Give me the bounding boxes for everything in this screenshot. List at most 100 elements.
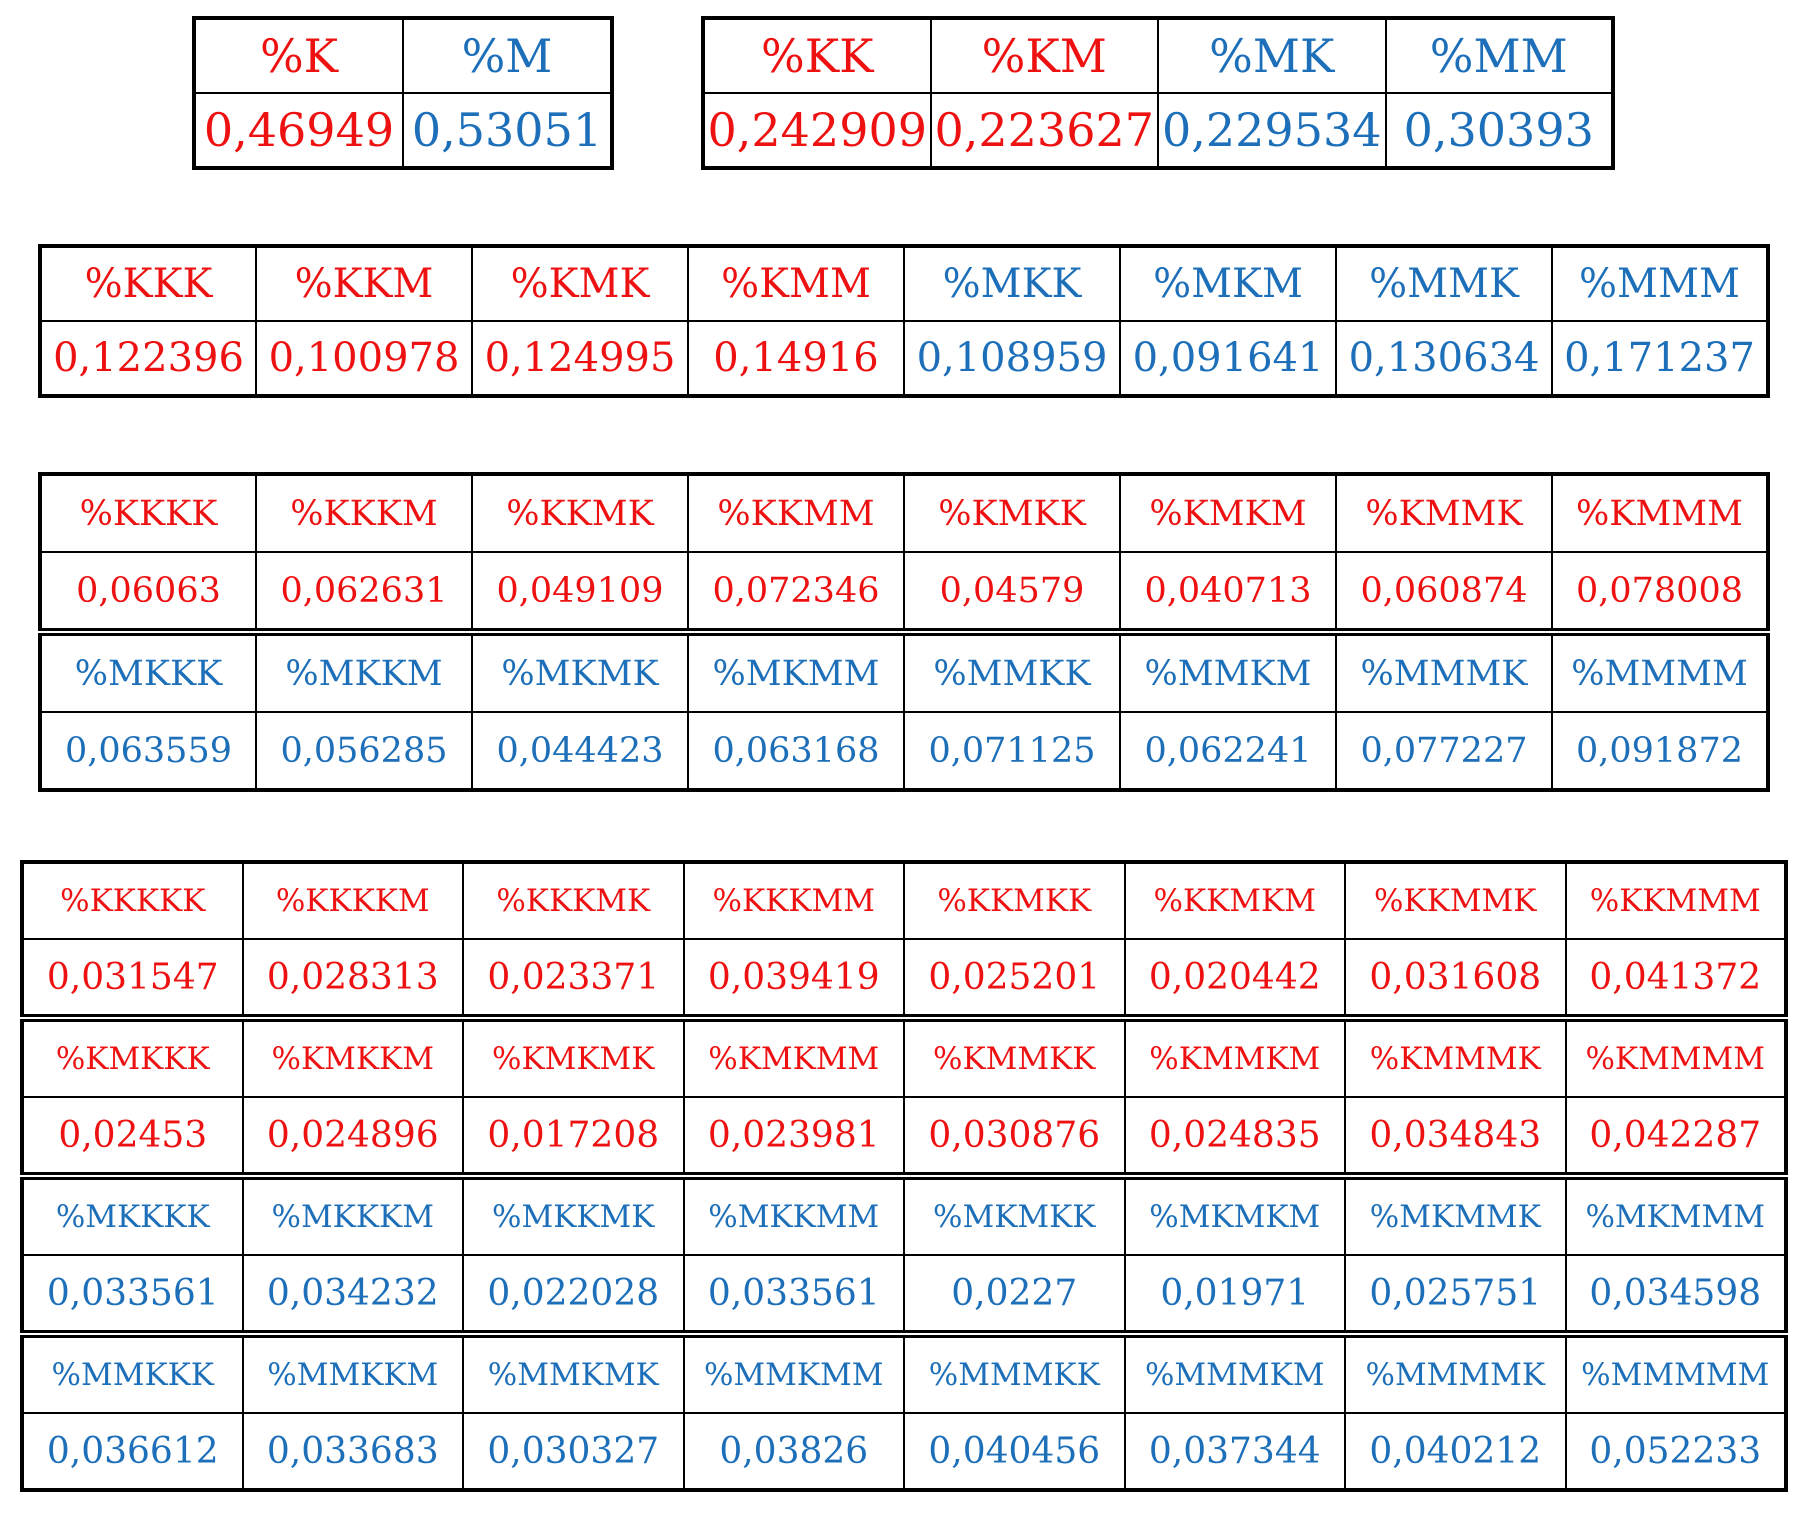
header-row: %MKKK %MKKM %MKMK %MKMM %MMKK %MMKM %MMMK %MMMM bbox=[40, 632, 1768, 712]
sequence-label-cell: %MKKMM bbox=[684, 1176, 905, 1255]
sequence-label-cell: %MMK bbox=[1336, 246, 1552, 321]
sequence-label-cell: %MMKMM bbox=[684, 1334, 905, 1413]
probability-value-cell: 0,017208 bbox=[463, 1097, 684, 1176]
probability-value-cell: 0,091872 bbox=[1552, 712, 1768, 790]
probability-value-cell: 0,028313 bbox=[243, 939, 464, 1018]
probability-value-cell: 0,091641 bbox=[1120, 321, 1336, 396]
sequence-label-cell: %MMM bbox=[1552, 246, 1768, 321]
sequence-label-cell: %KMK bbox=[472, 246, 688, 321]
sequence-label-cell: %KMMK bbox=[1336, 474, 1552, 552]
sequence-label-cell: %KMKKM bbox=[243, 1018, 464, 1097]
sequence-label-cell: %KKKKK bbox=[22, 862, 243, 939]
sequence-label-cell: %KKM bbox=[256, 246, 472, 321]
sequence-label-cell: %KKKMM bbox=[684, 862, 905, 939]
sequence-label-cell: %MKM bbox=[1120, 246, 1336, 321]
value-row: 0,46949 0,53051 bbox=[194, 93, 612, 168]
probability-value-cell: 0,14916 bbox=[688, 321, 904, 396]
probability-value-cell: 0,022028 bbox=[463, 1255, 684, 1334]
probability-value-cell: 0,171237 bbox=[1552, 321, 1768, 396]
header-row: %KKK %KKM %KMK %KMM %MKK %MKM %MMK %MMM bbox=[40, 246, 1768, 321]
probability-value-cell: 0,049109 bbox=[472, 552, 688, 632]
sequence-label-cell: %MKKKM bbox=[243, 1176, 464, 1255]
probability-value-cell: 0,039419 bbox=[684, 939, 905, 1018]
sequence-label-cell: %KM bbox=[931, 18, 1159, 93]
probability-value-cell: 0,025751 bbox=[1345, 1255, 1566, 1334]
table-5-letter: %KKKKK %KKKKM %KKKMK %KKKMM %KKMKK %KKMKM %KKM… bbox=[20, 860, 1788, 1492]
probability-value-cell: 0,01971 bbox=[1125, 1255, 1346, 1334]
sequence-label-cell: %MM bbox=[1386, 18, 1614, 93]
probability-value-cell: 0,02453 bbox=[22, 1097, 243, 1176]
probability-value-cell: 0,030327 bbox=[463, 1413, 684, 1490]
sequence-label-cell: %MKMKK bbox=[904, 1176, 1125, 1255]
sequence-label-cell: %MKKKK bbox=[22, 1176, 243, 1255]
header-row: %MMKKK %MMKKM %MMKMK %MMKMM %MMMKK %MMMKM %MMM… bbox=[22, 1334, 1786, 1413]
probability-value-cell: 0,041372 bbox=[1566, 939, 1787, 1018]
sequence-label-cell: %MKMMK bbox=[1345, 1176, 1566, 1255]
sequence-label-cell: %KKMKM bbox=[1125, 862, 1346, 939]
sequence-label-cell: %MMMKK bbox=[904, 1334, 1125, 1413]
header-row: %KKKKK %KKKKM %KKKMK %KKKMM %KKMKK %KKMKM %KKM… bbox=[22, 862, 1786, 939]
probability-value-cell: 0,072346 bbox=[688, 552, 904, 632]
header-row: %KK %KM %MK %MM bbox=[703, 18, 1613, 93]
probability-value-cell: 0,04579 bbox=[904, 552, 1120, 632]
probability-value-cell: 0,062241 bbox=[1120, 712, 1336, 790]
probability-value-cell: 0,0227 bbox=[904, 1255, 1125, 1334]
sequence-label-cell: %KMM bbox=[688, 246, 904, 321]
probability-value-cell: 0,036612 bbox=[22, 1413, 243, 1490]
header-row: %MKKKK %MKKKM %MKKMK %MKKMM %MKMKK %MKMKM %MKM… bbox=[22, 1176, 1786, 1255]
table-1-letter: %K %M 0,46949 0,53051 bbox=[192, 16, 614, 170]
sequence-label-cell: %MMKKK bbox=[22, 1334, 243, 1413]
sequence-label-cell: %KMMMM bbox=[1566, 1018, 1787, 1097]
table-3-letter: %KKK %KKM %KMK %KMM %MKK %MKM %MMK %MMM 0,122396… bbox=[38, 244, 1770, 398]
probability-value-cell: 0,023981 bbox=[684, 1097, 905, 1176]
sequence-label-cell: %KKKMK bbox=[463, 862, 684, 939]
probability-value-cell: 0,53051 bbox=[403, 93, 612, 168]
sequence-label-cell: %KMMMK bbox=[1345, 1018, 1566, 1097]
probability-value-cell: 0,040713 bbox=[1120, 552, 1336, 632]
probability-value-cell: 0,020442 bbox=[1125, 939, 1346, 1018]
sequence-label-cell: %KMMM bbox=[1552, 474, 1768, 552]
probability-value-cell: 0,130634 bbox=[1336, 321, 1552, 396]
probability-value-cell: 0,034843 bbox=[1345, 1097, 1566, 1176]
sequence-label-cell: %KKMK bbox=[472, 474, 688, 552]
probability-value-cell: 0,044423 bbox=[472, 712, 688, 790]
sequence-label-cell: %KKKK bbox=[40, 474, 256, 552]
sequence-label-cell: %KMMKM bbox=[1125, 1018, 1346, 1097]
probability-value-cell: 0,100978 bbox=[256, 321, 472, 396]
probability-value-cell: 0,040212 bbox=[1345, 1413, 1566, 1490]
sequence-label-cell: %KKMMK bbox=[1345, 862, 1566, 939]
probability-value-cell: 0,06063 bbox=[40, 552, 256, 632]
header-row: %KKKK %KKKM %KKMK %KKMM %KMKK %KMKM %KMMK %KMMM bbox=[40, 474, 1768, 552]
sequence-label-cell: %MMKMK bbox=[463, 1334, 684, 1413]
table-2-letter: %KK %KM %MK %MM 0,242909 0,223627 0,229534 0,30… bbox=[701, 16, 1615, 170]
probability-value-cell: 0,031608 bbox=[1345, 939, 1566, 1018]
sequence-label-cell: %KMKMK bbox=[463, 1018, 684, 1097]
sequence-label-cell: %KKKM bbox=[256, 474, 472, 552]
header-row: %K %M bbox=[194, 18, 612, 93]
sequence-label-cell: %MK bbox=[1158, 18, 1386, 93]
sequence-label-cell: %MMKM bbox=[1120, 632, 1336, 712]
sequence-label-cell: %KMKM bbox=[1120, 474, 1336, 552]
probability-value-cell: 0,033561 bbox=[22, 1255, 243, 1334]
probability-value-cell: 0,023371 bbox=[463, 939, 684, 1018]
sequence-label-cell: %MKMKM bbox=[1125, 1176, 1346, 1255]
sequence-label-cell: %MKKK bbox=[40, 632, 256, 712]
probability-value-cell: 0,030876 bbox=[904, 1097, 1125, 1176]
probability-value-cell: 0,223627 bbox=[931, 93, 1159, 168]
probability-value-cell: 0,033683 bbox=[243, 1413, 464, 1490]
probability-value-cell: 0,071125 bbox=[904, 712, 1120, 790]
sequence-label-cell: %MMMM bbox=[1552, 632, 1768, 712]
probability-value-cell: 0,034598 bbox=[1566, 1255, 1787, 1334]
table-4-letter: %KKKK %KKKM %KKMK %KKMM %KMKK %KMKM %KMMK %KMMM… bbox=[38, 472, 1770, 792]
probability-value-cell: 0,077227 bbox=[1336, 712, 1552, 790]
value-row: 0,031547 0,028313 0,023371 0,039419 0,025201… bbox=[22, 939, 1786, 1018]
value-row: 0,122396 0,100978 0,124995 0,14916 0,108959 0… bbox=[40, 321, 1768, 396]
sequence-label-cell: %MKMK bbox=[472, 632, 688, 712]
sequence-label-cell: %KMMKK bbox=[904, 1018, 1125, 1097]
sequence-label-cell: %K bbox=[194, 18, 403, 93]
value-row: 0,02453 0,024896 0,017208 0,023981 0,030876 0… bbox=[22, 1097, 1786, 1176]
sequence-label-cell: %MMMKM bbox=[1125, 1334, 1346, 1413]
value-row: 0,063559 0,056285 0,044423 0,063168 0,071125… bbox=[40, 712, 1768, 790]
probability-value-cell: 0,03826 bbox=[684, 1413, 905, 1490]
probability-value-cell: 0,024896 bbox=[243, 1097, 464, 1176]
